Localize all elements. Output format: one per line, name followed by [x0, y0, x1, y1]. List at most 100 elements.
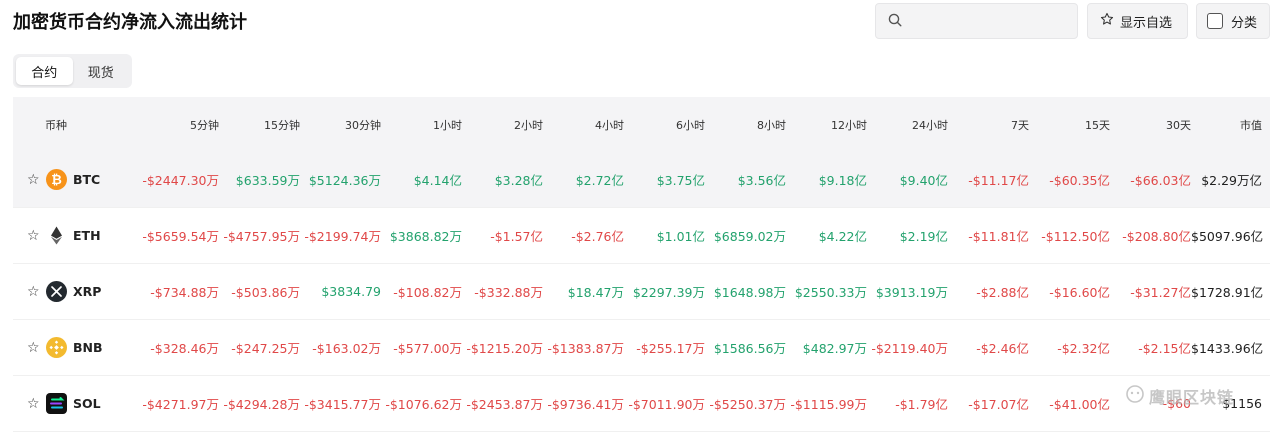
- market-cap-value: $1433.96亿: [1191, 341, 1264, 356]
- market-cap-value: $1728.91亿: [1191, 285, 1264, 300]
- column-header[interactable]: 1小时: [433, 118, 462, 132]
- solana-icon: [46, 393, 67, 414]
- tab-futures[interactable]: 合约: [16, 57, 73, 85]
- show-favorites-button[interactable]: 显示自选: [1087, 3, 1188, 39]
- flow-value: -$2.32亿: [1057, 341, 1110, 356]
- svg-text:₿: ₿: [51, 173, 62, 188]
- column-header[interactable]: 24小时: [912, 118, 948, 132]
- flow-value: $3868.82万: [389, 229, 462, 244]
- table-row[interactable]: ☆ XRP -$734.88万 -$503.86万 $3834.79 -$108…: [13, 264, 1270, 320]
- favorite-star-icon[interactable]: ☆: [27, 339, 40, 356]
- flow-value: $9.18亿: [818, 173, 867, 188]
- star-icon: [1100, 12, 1114, 30]
- flow-value: -$3415.77万: [304, 397, 381, 412]
- flow-value: -$2.46亿: [976, 341, 1029, 356]
- flow-value: -$4757.95万: [223, 229, 300, 244]
- flow-value: -$4271.97万: [142, 397, 219, 412]
- category-toggle[interactable]: 分类: [1196, 3, 1270, 39]
- flow-value: $2297.39万: [632, 285, 705, 300]
- flow-value: $3.56亿: [737, 173, 786, 188]
- favorite-star-icon[interactable]: ☆: [27, 171, 40, 188]
- flow-value: -$2.15亿: [1138, 341, 1191, 356]
- coin-cell: ☆ ₿ BTC: [13, 169, 138, 190]
- flow-value: $633.59万: [235, 173, 300, 188]
- column-header[interactable]: 币种: [45, 118, 67, 132]
- flow-value: -$247.25万: [231, 341, 300, 356]
- column-header[interactable]: 市值: [1240, 118, 1262, 132]
- flow-value: -$4294.28万: [223, 397, 300, 412]
- search-icon: [888, 12, 902, 31]
- flow-value: -$60: [1162, 396, 1191, 411]
- flow-value: -$5250.37万: [709, 397, 786, 412]
- market-tabs: 合约 现货: [13, 54, 132, 88]
- column-header[interactable]: 5分钟: [190, 118, 219, 132]
- flow-value: -$60.35亿: [1049, 173, 1110, 188]
- flow-value: $2.19亿: [899, 229, 948, 244]
- market-cap-value: $1156: [1222, 396, 1262, 411]
- flow-value: $3.75亿: [656, 173, 705, 188]
- flow-value: -$2199.74万: [304, 229, 381, 244]
- flow-value: -$255.17万: [636, 341, 705, 356]
- tab-spot[interactable]: 现货: [87, 65, 114, 81]
- column-header[interactable]: 12小时: [831, 118, 867, 132]
- table-row[interactable]: ☆ BNB -$328.46万 -$247.25万 -$163.02万 -$57…: [13, 320, 1270, 376]
- table-row[interactable]: ☆ ETH -$5659.54万 -$4757.95万 -$2199.74万 $…: [13, 208, 1270, 264]
- column-header[interactable]: 2小时: [514, 118, 543, 132]
- column-header[interactable]: 15分钟: [264, 118, 300, 132]
- flow-value: -$17.07亿: [968, 397, 1029, 412]
- flow-value: $5124.36万: [308, 173, 381, 188]
- watermark: 鹰眼区块链: [1125, 384, 1234, 408]
- flow-value: -$734.88万: [150, 285, 219, 300]
- flow-value: -$332.88万: [474, 285, 543, 300]
- column-header[interactable]: 4小时: [595, 118, 624, 132]
- flow-value: -$503.86万: [231, 285, 300, 300]
- category-checkbox[interactable]: [1207, 13, 1223, 29]
- flow-value: -$2.88亿: [976, 285, 1029, 300]
- flow-value: $2.72亿: [575, 173, 624, 188]
- flow-value: $6859.02万: [713, 229, 786, 244]
- flow-value: -$31.27亿: [1130, 285, 1191, 300]
- flow-value: -$2119.40万: [871, 341, 948, 356]
- flow-value: -$108.82万: [393, 285, 462, 300]
- ethereum-icon: [46, 225, 67, 246]
- flow-value: -$11.81亿: [968, 229, 1029, 244]
- flow-value: $4.22亿: [818, 229, 867, 244]
- table-row[interactable]: ☆ SOL -$4271.97万 -$4294.28万 -$3415.77万 -…: [13, 376, 1270, 432]
- favorite-star-icon[interactable]: ☆: [27, 283, 40, 300]
- column-header[interactable]: 30天: [1166, 118, 1191, 132]
- flow-value: $3834.79: [321, 284, 381, 299]
- search-input[interactable]: [908, 12, 1072, 30]
- flow-value: $18.47万: [567, 285, 624, 300]
- flow-value: -$1383.87万: [547, 341, 624, 356]
- coin-symbol: XRP: [73, 284, 102, 299]
- column-header[interactable]: 7天: [1011, 118, 1029, 132]
- flow-value: -$1.57亿: [490, 229, 543, 244]
- flow-value: -$2447.30万: [142, 173, 219, 188]
- category-label: 分类: [1231, 15, 1258, 31]
- flow-value: -$163.02万: [312, 341, 381, 356]
- flow-value: -$7011.90万: [628, 397, 705, 412]
- column-header[interactable]: 30分钟: [345, 118, 381, 132]
- flow-value: $4.14亿: [413, 173, 462, 188]
- column-header[interactable]: 15天: [1085, 118, 1110, 132]
- show-favorites-label: 显示自选: [1120, 15, 1173, 31]
- coin-cell: ☆ ETH: [13, 225, 138, 246]
- flow-value: $2550.33万: [794, 285, 867, 300]
- flow-value: -$208.80亿: [1122, 229, 1191, 244]
- flow-value: -$112.50亿: [1041, 229, 1110, 244]
- table-row[interactable]: ☆ ₿ BTC -$2447.30万 $633.59万 $5124.36万 $4…: [13, 152, 1270, 208]
- favorite-star-icon[interactable]: ☆: [27, 395, 40, 412]
- flow-value: $3.28亿: [494, 173, 543, 188]
- column-header[interactable]: 6小时: [676, 118, 705, 132]
- page-title: 加密货币合约净流入流出统计: [13, 12, 247, 33]
- flow-value: -$66.03亿: [1130, 173, 1191, 188]
- flow-value: -$1115.99万: [790, 397, 867, 412]
- coin-cell: ☆ SOL: [13, 393, 138, 414]
- flow-value: -$2.76亿: [571, 229, 624, 244]
- flow-value: $1648.98万: [713, 285, 786, 300]
- favorite-star-icon[interactable]: ☆: [27, 227, 40, 244]
- column-header[interactable]: 8小时: [757, 118, 786, 132]
- coin-cell: ☆ BNB: [13, 337, 138, 358]
- flow-value: -$2453.87万: [466, 397, 543, 412]
- search-box[interactable]: [875, 3, 1078, 39]
